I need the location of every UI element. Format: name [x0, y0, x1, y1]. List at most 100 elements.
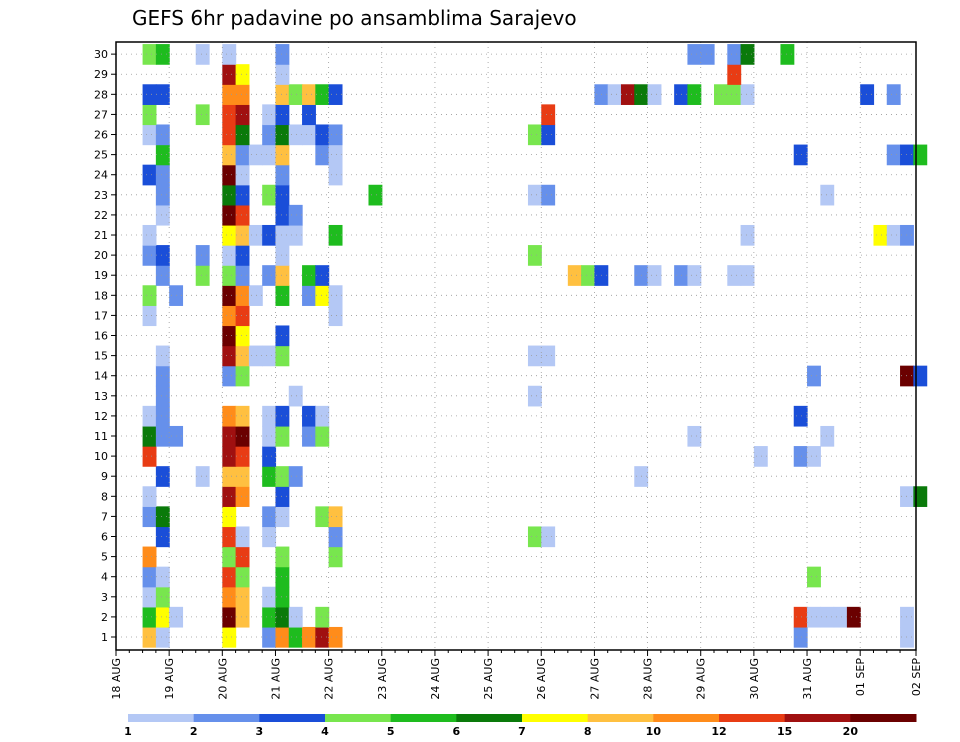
heatmap-cell: [275, 285, 290, 306]
heatmap-cell: [275, 184, 290, 206]
heatmap-cell: [142, 164, 157, 186]
heatmap-cell: [886, 144, 901, 166]
heatmap-cell: [315, 405, 330, 427]
heatmap-cell: [155, 44, 170, 65]
y-tick-label: 13: [94, 390, 108, 403]
heatmap-cell: [142, 546, 157, 568]
heatmap-cell: [275, 124, 290, 146]
heatmap-cell: [328, 124, 343, 146]
heatmap-cell: [527, 345, 542, 367]
heatmap-cell: [235, 64, 250, 85]
x-tick-label: 26 AUG: [535, 658, 548, 700]
heatmap-cell: [235, 345, 250, 367]
heatmap-cell: [700, 44, 715, 65]
y-tick-label: 5: [101, 551, 108, 564]
heatmap-cell: [235, 365, 250, 387]
colorbar-label: 4: [321, 725, 329, 738]
heatmap-cell: [288, 204, 303, 226]
colorbar-swatch: [719, 714, 786, 722]
y-tick-label: 2: [101, 611, 108, 624]
heatmap-cell: [142, 606, 157, 628]
heatmap-cell: [155, 265, 170, 286]
colorbar-label: 15: [777, 725, 792, 738]
heatmap-cell: [527, 124, 542, 146]
heatmap-cell: [235, 546, 250, 568]
heatmap-cell: [328, 144, 343, 166]
heatmap-cell: [195, 104, 210, 126]
heatmap-cell: [607, 84, 622, 105]
heatmap-cell: [886, 84, 901, 105]
colorbar-label: 3: [256, 725, 264, 738]
y-tick-label: 11: [94, 430, 108, 443]
x-tick-label: 02 SEP: [910, 658, 923, 696]
heatmap-cell: [222, 466, 237, 487]
heatmap-cell: [820, 184, 835, 206]
heatmap-cell: [235, 224, 250, 246]
heatmap-cell: [142, 124, 157, 146]
heatmap-cell: [541, 526, 556, 548]
heatmap-cell: [222, 425, 237, 447]
colorbar-swatch: [193, 714, 260, 722]
heatmap-cell: [222, 285, 237, 306]
heatmap-cell: [262, 526, 277, 548]
colorbar-label: 5: [387, 725, 395, 738]
colorbar-swatch: [390, 714, 457, 722]
heatmap-cell: [142, 626, 157, 648]
heatmap-cell: [235, 466, 250, 487]
heatmap-cell: [222, 626, 237, 648]
heatmap-cell: [235, 84, 250, 105]
heatmap-cell: [288, 385, 303, 407]
heatmap-cell: [222, 606, 237, 628]
heatmap-cell: [235, 265, 250, 286]
x-axis: 18 AUG 19 AUG 20 AUG 21 AUG 22 AUG 23 AUG 24 A…: [110, 650, 923, 700]
heatmap-cell: [262, 626, 277, 648]
colorbar-swatch: [128, 714, 195, 722]
heatmap-cell: [222, 365, 237, 387]
heatmap-cell: [155, 204, 170, 226]
y-tick-label: 7: [101, 510, 108, 523]
heatmap-cell: [275, 466, 290, 487]
heatmap-cell: [793, 144, 808, 166]
heatmap-cell: [873, 224, 888, 246]
heatmap-cell: [807, 446, 821, 467]
heatmap-cell: [222, 405, 237, 427]
heatmap-cell: [248, 285, 263, 306]
heatmap-cell: [620, 84, 635, 105]
heatmap-cell: [155, 566, 170, 588]
heatmap-cell: [275, 164, 290, 186]
x-tick-label: 20 AUG: [216, 658, 229, 700]
colorbar-swatch: [259, 714, 326, 722]
colorbar-swatch: [784, 714, 851, 722]
colorbar-label: 6: [453, 725, 461, 738]
heatmap-cell: [155, 606, 170, 628]
heatmap-cell: [142, 446, 157, 467]
heatmap-cell: [248, 224, 263, 246]
heatmap-cell: [222, 124, 237, 146]
heatmap-cell: [222, 84, 237, 105]
y-tick-label: 9: [101, 470, 108, 483]
colorbar-swatch: [456, 714, 523, 722]
heatmap-cell: [687, 265, 702, 286]
heatmap-cell: [527, 184, 542, 206]
y-tick-label: 23: [94, 189, 108, 202]
heatmap-cell: [807, 365, 821, 387]
heatmap-cell: [541, 184, 556, 206]
colorbar-swatch: [850, 714, 917, 722]
heatmap-cell: [275, 224, 290, 246]
heatmap-cell: [222, 586, 237, 608]
heatmap-cell: [302, 265, 316, 286]
heatmap-cell: [155, 385, 170, 407]
y-tick-label: 14: [94, 370, 108, 383]
y-tick-label: 28: [94, 88, 108, 101]
heatmap-cell: [687, 425, 702, 447]
heatmap-cell: [262, 506, 277, 528]
colorbar-swatch: [325, 714, 392, 722]
heatmap-cell: [302, 405, 316, 427]
heatmap-cell: [302, 425, 316, 447]
heatmap-cell: [740, 224, 755, 246]
heatmap-cell: [222, 265, 237, 286]
heatmap-cell: [222, 486, 237, 507]
heatmap-cell: [155, 365, 170, 387]
heatmap-cell: [222, 446, 237, 467]
heatmap-cell: [195, 44, 210, 65]
